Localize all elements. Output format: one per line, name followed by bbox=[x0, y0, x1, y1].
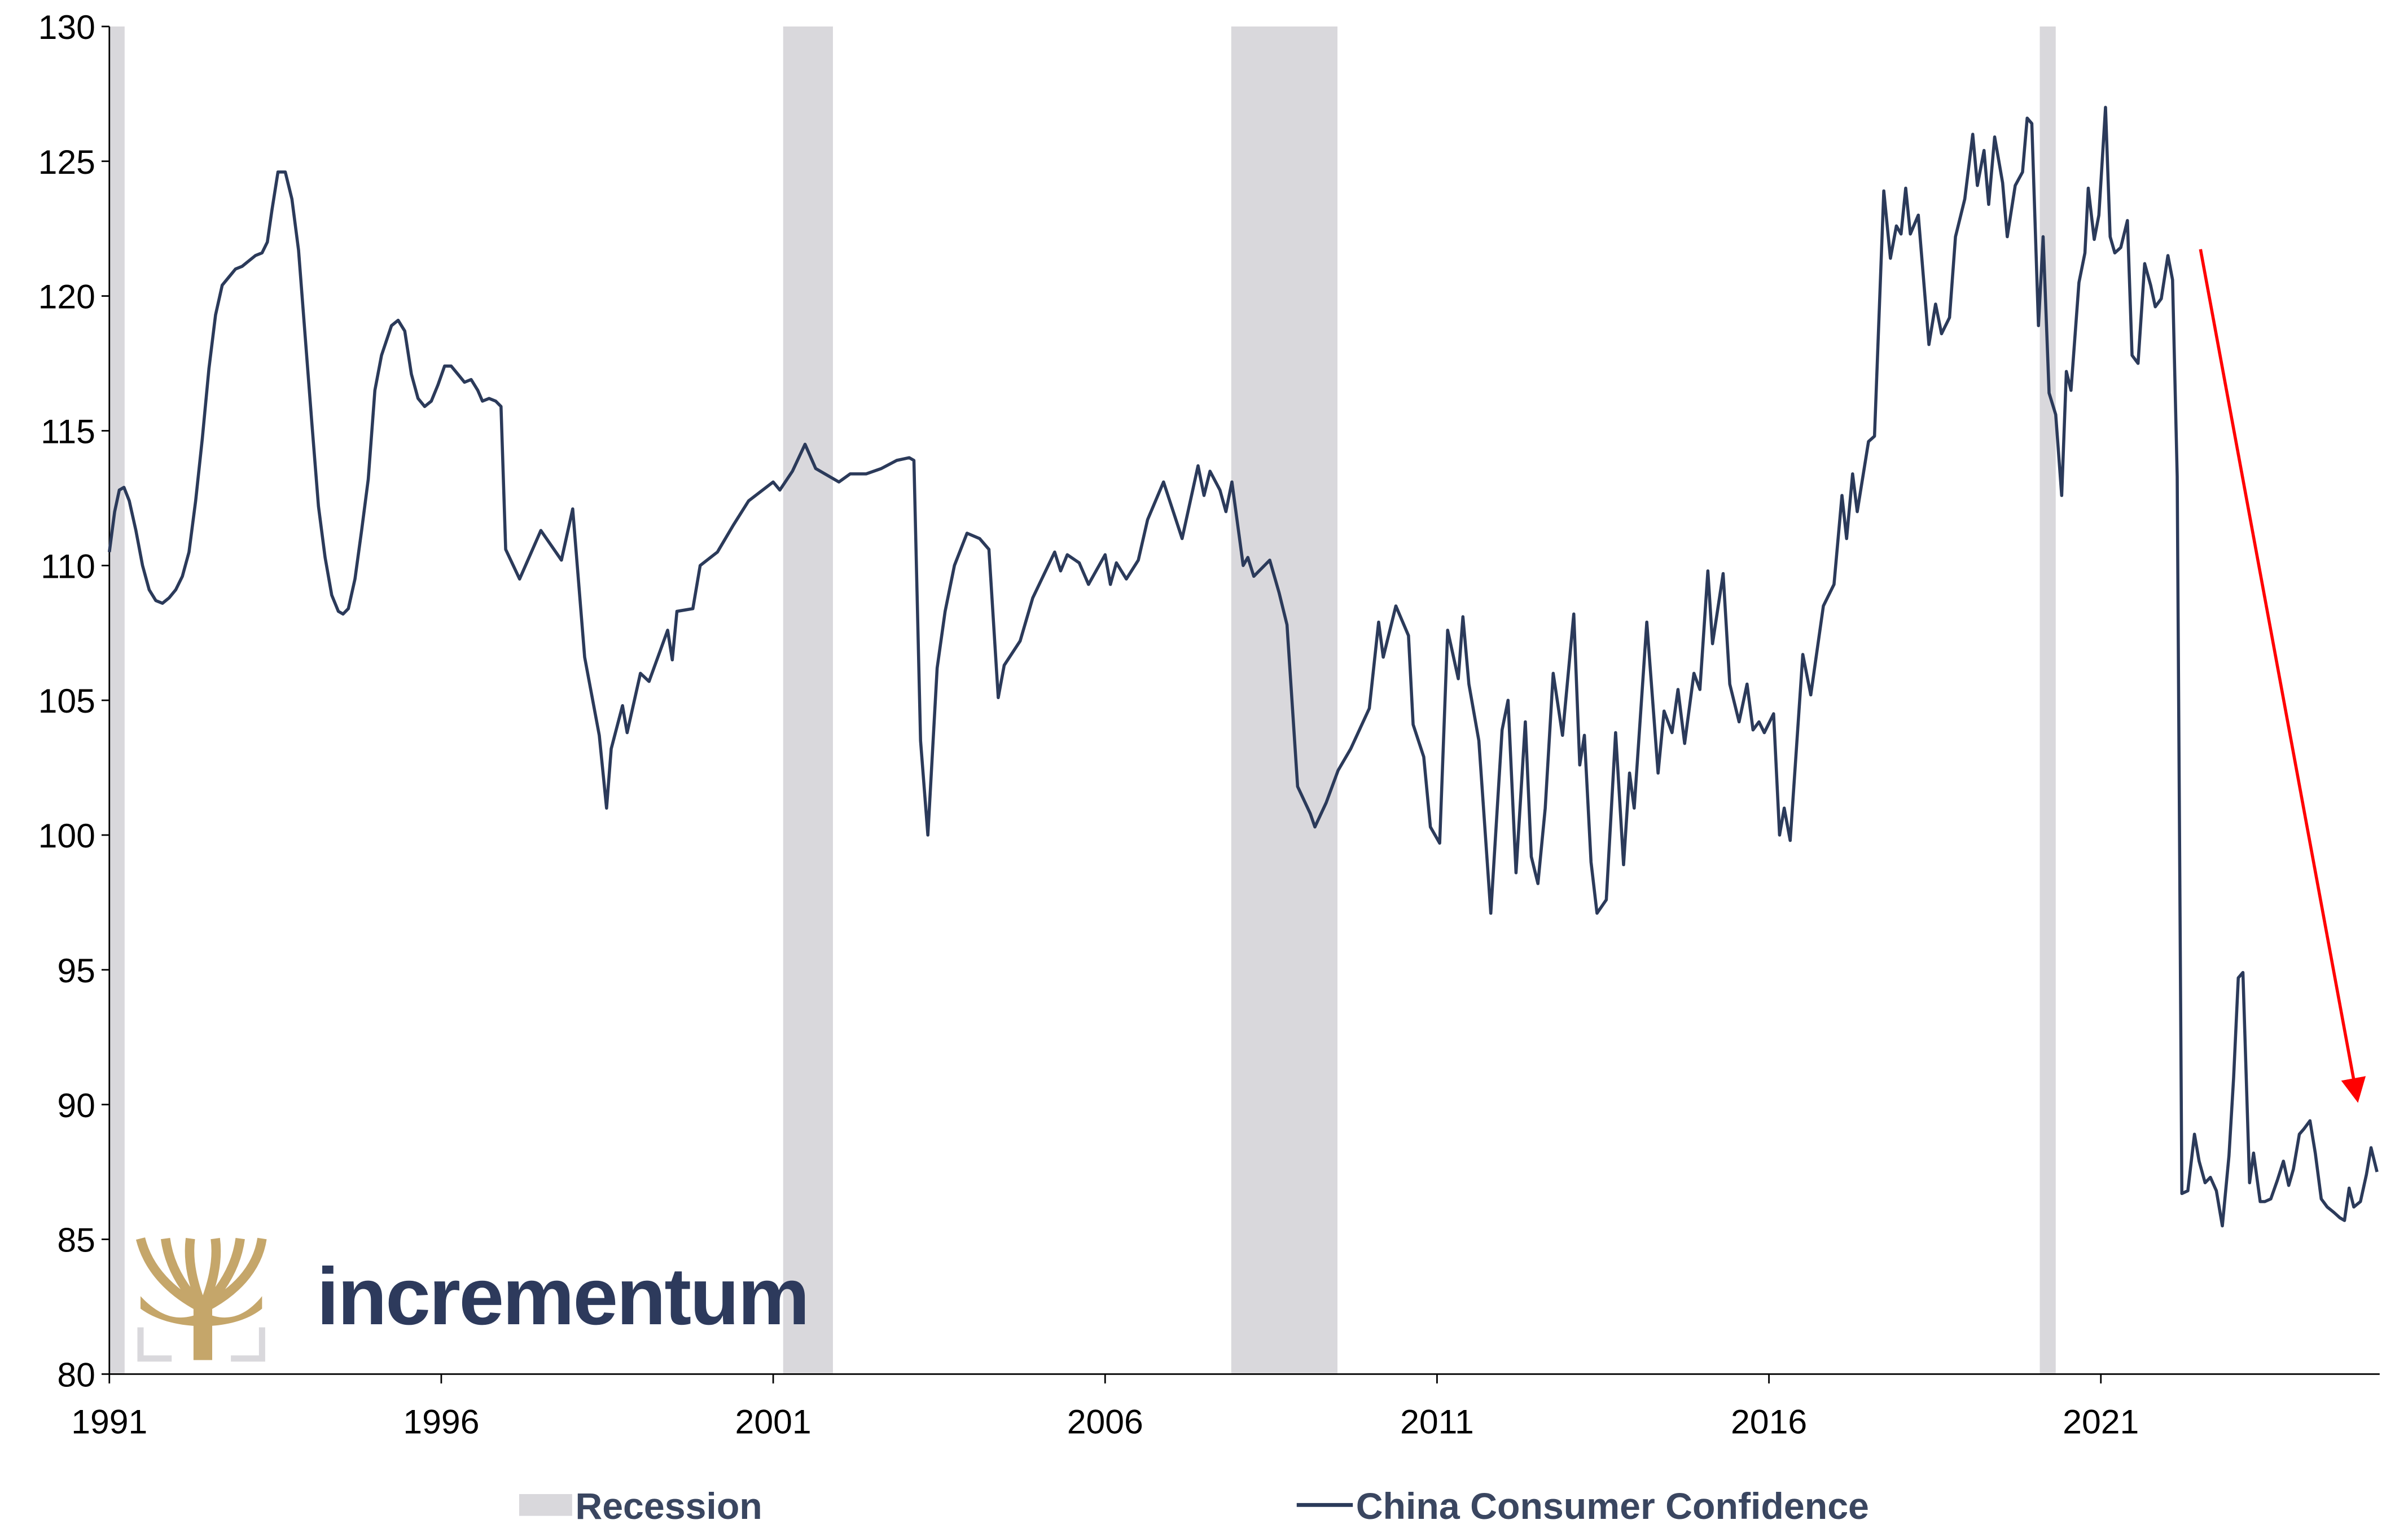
y-tick-label: 125 bbox=[38, 143, 95, 181]
recession-bands bbox=[109, 26, 2056, 1374]
recession-band bbox=[783, 26, 833, 1374]
x-tick-label: 2006 bbox=[1067, 1402, 1143, 1440]
x-tick-label: 1996 bbox=[403, 1402, 479, 1440]
x-tick-label: 1991 bbox=[71, 1402, 147, 1440]
logo-text: incrementum bbox=[317, 1251, 808, 1342]
y-tick-label: 130 bbox=[38, 8, 95, 46]
recession-band bbox=[2039, 26, 2056, 1374]
series-line bbox=[108, 106, 2379, 1228]
logo-icon bbox=[135, 1237, 267, 1362]
x-tick-label: 2001 bbox=[735, 1402, 812, 1440]
y-tick-label: 85 bbox=[57, 1221, 95, 1259]
y-tick-label: 105 bbox=[38, 682, 95, 720]
trend-arrow bbox=[2199, 249, 2366, 1103]
y-tick-label: 100 bbox=[38, 816, 95, 855]
y-tick-label: 120 bbox=[38, 278, 95, 316]
y-tick-label: 110 bbox=[41, 547, 95, 585]
y-tick-label: 80 bbox=[57, 1355, 95, 1394]
legend-label: Recession bbox=[575, 1486, 762, 1527]
x-tick-label: 2011 bbox=[1400, 1402, 1474, 1440]
y-tick-label: 95 bbox=[57, 951, 95, 990]
recession-band bbox=[1231, 26, 1337, 1374]
legend-label: China Consumer Confidence bbox=[1356, 1486, 1869, 1527]
axes: 80 85 90 95 100 105 110 115 120 125 130 1991 1996 200… bbox=[38, 8, 2380, 1440]
y-tick-label: 90 bbox=[57, 1086, 95, 1125]
x-tick-label: 2021 bbox=[2063, 1402, 2139, 1440]
x-tick-label: 2016 bbox=[1731, 1402, 1807, 1440]
recession-band bbox=[109, 26, 125, 1374]
legend-swatch-recession bbox=[519, 1494, 572, 1516]
y-tick-label: 115 bbox=[41, 412, 95, 451]
series bbox=[108, 106, 2379, 1228]
